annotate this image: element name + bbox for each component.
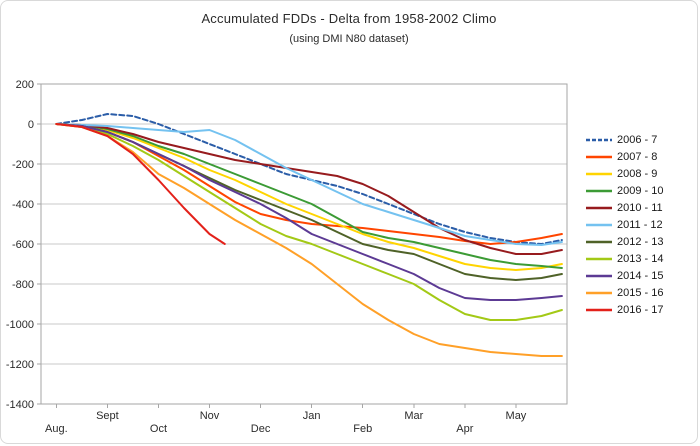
x-tick-label: May bbox=[506, 410, 527, 422]
legend-item-2007-8: 2007 - 8 bbox=[586, 151, 663, 163]
legend-item-2016-17: 2016 - 17 bbox=[586, 304, 663, 316]
legend-item-2008-9: 2008 - 9 bbox=[586, 168, 663, 180]
legend-label: 2009 - 10 bbox=[617, 185, 664, 197]
legend-line-swatch bbox=[586, 308, 612, 312]
legend: 2006 - 7 2007 - 8 2008 - 9 2009 - 10 2010 - … bbox=[586, 134, 663, 316]
series-line-2015-16 bbox=[55, 123, 563, 357]
legend-line-swatch bbox=[586, 223, 612, 227]
y-tick-label: 0 bbox=[28, 119, 34, 131]
legend-line-swatch bbox=[586, 274, 612, 278]
legend-item-2013-14: 2013 - 14 bbox=[586, 253, 663, 265]
legend-line-swatch bbox=[586, 155, 612, 159]
legend-item-2015-16: 2015 - 16 bbox=[586, 287, 663, 299]
legend-line-swatch bbox=[586, 257, 612, 261]
legend-label: 2012 - 13 bbox=[617, 236, 664, 248]
series-line-2010-11 bbox=[55, 123, 563, 255]
y-tick-label: -800 bbox=[12, 279, 34, 291]
x-tick-label: Jan bbox=[303, 410, 321, 422]
legend-line-swatch bbox=[586, 291, 612, 295]
chart-subtitle: (using DMI N80 dataset) bbox=[289, 33, 409, 45]
y-tick-label: -1000 bbox=[6, 319, 34, 331]
legend-label: 2014 - 15 bbox=[617, 270, 664, 282]
series-line-2016-17 bbox=[55, 123, 226, 245]
x-tick-label: Mar bbox=[404, 410, 423, 422]
legend-label: 2015 - 16 bbox=[617, 287, 664, 299]
series-line-2014-15 bbox=[55, 123, 563, 301]
y-tick-label: -600 bbox=[12, 239, 34, 251]
legend-label: 2011 - 12 bbox=[617, 219, 663, 231]
y-tick-label: -400 bbox=[12, 199, 34, 211]
legend-line-swatch bbox=[586, 240, 612, 244]
legend-item-2009-10: 2009 - 10 bbox=[586, 185, 663, 197]
y-tick-label: 200 bbox=[16, 79, 34, 91]
legend-label: 2010 - 11 bbox=[617, 202, 663, 214]
x-tick-label: Apr bbox=[456, 423, 473, 435]
x-tick-label: Dec bbox=[251, 423, 271, 435]
x-tick-label: Feb bbox=[353, 423, 372, 435]
x-tick-label: Nov bbox=[200, 410, 220, 422]
x-tick-label: Sept bbox=[96, 410, 119, 422]
plot-border bbox=[40, 83, 568, 405]
x-tick-label: Aug. bbox=[45, 423, 68, 435]
series-line-2008-9 bbox=[55, 123, 563, 271]
y-tick-label: -200 bbox=[12, 159, 34, 171]
legend-line-swatch bbox=[586, 189, 612, 193]
legend-item-2011-12: 2011 - 12 bbox=[586, 219, 663, 231]
series-line-2013-14 bbox=[55, 123, 563, 321]
legend-label: 2016 - 17 bbox=[617, 304, 664, 316]
legend-label: 2008 - 9 bbox=[617, 168, 658, 180]
legend-item-2010-11: 2010 - 11 bbox=[586, 202, 663, 214]
series-line-2009-10 bbox=[55, 123, 563, 269]
series-line-2011-12 bbox=[55, 123, 563, 246]
x-tick-label: Oct bbox=[150, 423, 167, 435]
legend-item-2014-15: 2014 - 15 bbox=[586, 270, 663, 282]
legend-label: 2007 - 8 bbox=[617, 151, 658, 163]
legend-line-swatch bbox=[586, 172, 612, 176]
legend-label: 2013 - 14 bbox=[617, 253, 664, 265]
y-tick-label: -1400 bbox=[6, 399, 34, 411]
y-tick-label: -1200 bbox=[6, 359, 34, 371]
legend-label: 2006 - 7 bbox=[617, 134, 658, 146]
legend-line-swatch bbox=[586, 206, 612, 210]
legend-item-2012-13: 2012 - 13 bbox=[586, 236, 663, 248]
legend-line-swatch bbox=[586, 138, 612, 142]
legend-item-2006-7: 2006 - 7 bbox=[586, 134, 663, 146]
chart-title: Accumulated FDDs - Delta from 1958-2002 … bbox=[201, 11, 497, 26]
